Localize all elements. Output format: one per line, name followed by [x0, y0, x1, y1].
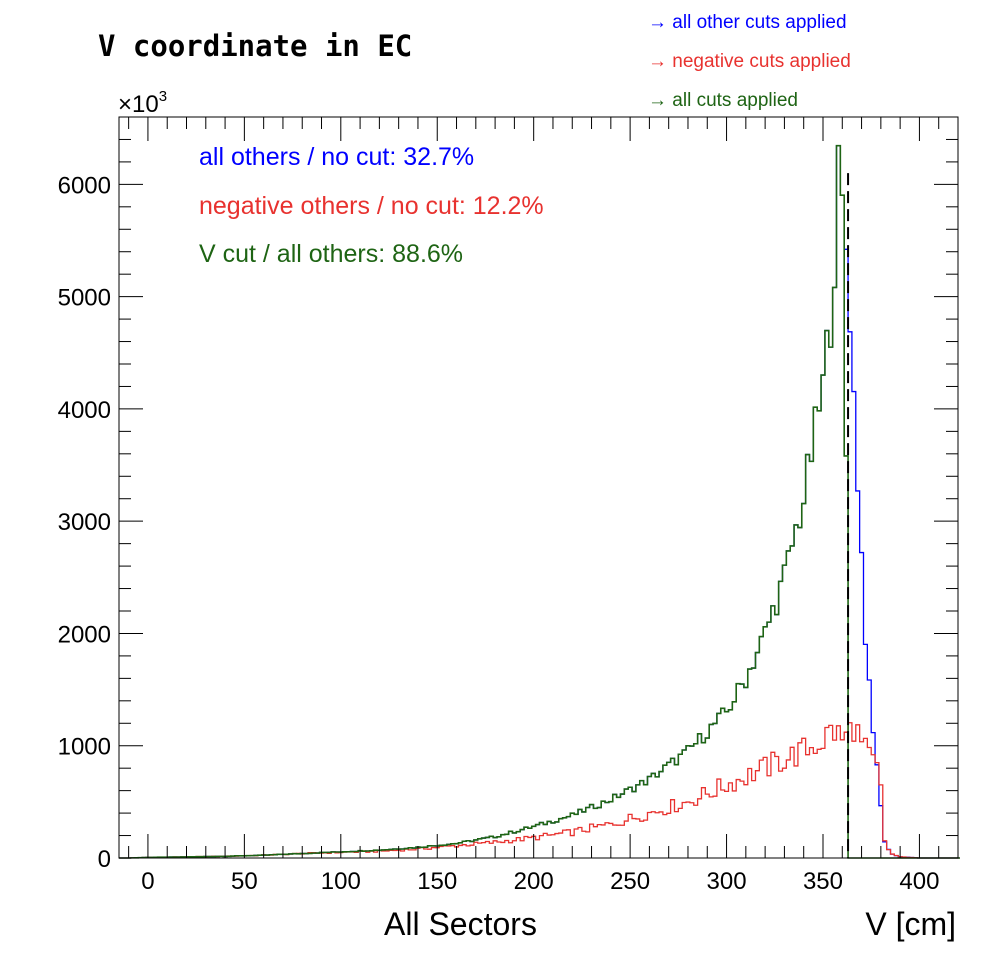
x-tick-label: 200: [514, 868, 554, 895]
stat-v-cut: V cut / all others: 88.6%: [199, 240, 463, 268]
y-tick-label: 0: [98, 846, 111, 873]
stats-box: all others / no cut: 32.7% negative othe…: [199, 143, 544, 268]
x-tick-label: 400: [899, 868, 939, 895]
x-tick-label: 100: [321, 868, 361, 895]
series-negative-cuts-applied: [119, 722, 960, 859]
x-axis-ticks: 0 50 100 150 200 250 300 350 400: [128, 117, 959, 895]
y-multiplier: ×103: [118, 88, 167, 118]
y-tick-label: 2000: [58, 621, 111, 648]
legend-entry-negative-cuts: → negative cuts applied: [648, 51, 851, 72]
x-tick-label: 350: [803, 868, 843, 895]
y-tick-label: 5000: [58, 285, 111, 312]
legend-entry-all-cuts: → all cuts applied: [648, 90, 798, 111]
legend: → all other cuts applied → negative cuts…: [648, 12, 851, 111]
x-tick-label: 0: [141, 868, 154, 895]
stat-negative-others: negative others / no cut: 12.2%: [199, 192, 544, 220]
plot-frame: [118, 116, 959, 859]
x-tick-label: 300: [707, 868, 747, 895]
series-group: [119, 144, 960, 859]
y-tick-label: 4000: [58, 397, 111, 424]
stat-all-others: all others / no cut: 32.7%: [199, 143, 474, 171]
y-tick-label: 3000: [58, 509, 111, 536]
legend-entry-all-other-cuts: → all other cuts applied: [648, 12, 847, 33]
x-tick-label: 150: [417, 868, 457, 895]
x-axis-label-left: All Sectors: [384, 906, 537, 942]
x-tick-label: 50: [231, 868, 258, 895]
x-axis-label: V [cm]: [865, 906, 956, 942]
y-tick-label: 1000: [58, 734, 111, 761]
y-tick-label: 6000: [58, 172, 111, 199]
x-tick-label: 250: [610, 868, 650, 895]
series-all-cuts-applied: [119, 144, 960, 859]
chart-title: V coordinate in EC: [98, 29, 412, 63]
y-axis-ticks: 0 1000 2000 3000 4000 5000 6000: [58, 116, 958, 873]
